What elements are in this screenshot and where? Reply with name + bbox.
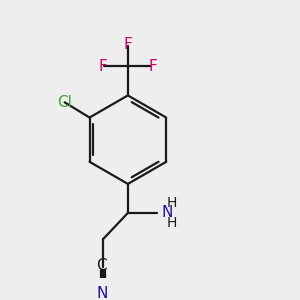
Text: N: N [161, 206, 172, 220]
Text: F: F [99, 59, 107, 74]
Text: C: C [96, 258, 107, 273]
Text: F: F [148, 59, 157, 74]
Text: H: H [167, 196, 177, 210]
Text: N: N [97, 286, 108, 300]
Text: H: H [167, 216, 177, 230]
Text: F: F [124, 37, 132, 52]
Text: Cl: Cl [57, 95, 72, 110]
